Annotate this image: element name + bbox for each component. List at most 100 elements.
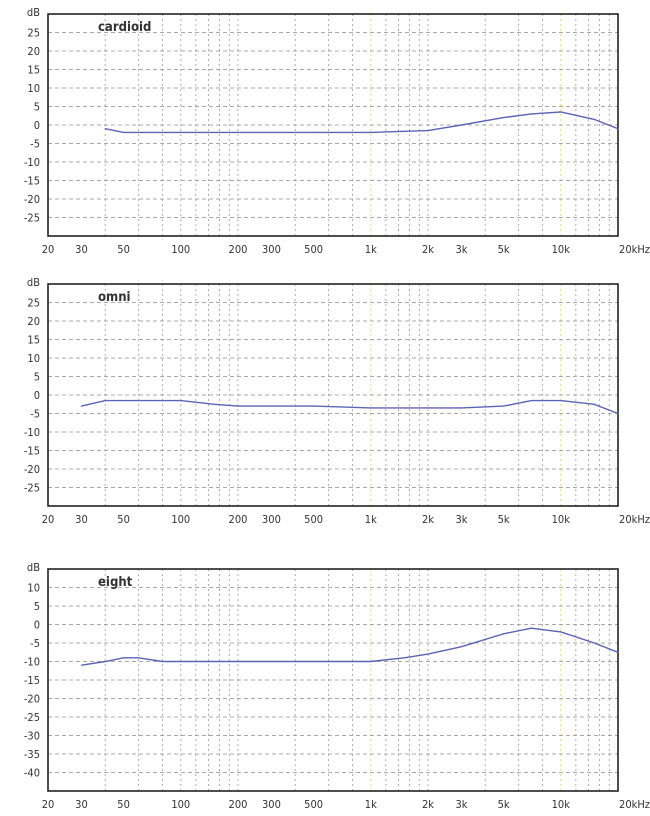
x-tick-label: 20 xyxy=(42,243,55,256)
x-tick-label: 2k xyxy=(422,243,434,256)
data-point xyxy=(313,660,315,663)
y-tick-label: 25 xyxy=(27,297,40,310)
x-tick-label: 50 xyxy=(117,513,130,526)
data-point xyxy=(617,412,619,415)
x-tick-label: 500 xyxy=(304,798,323,811)
data-point xyxy=(104,660,106,663)
data-point xyxy=(560,631,562,633)
x-tick-label: 500 xyxy=(304,513,323,526)
y-tick-label: -5 xyxy=(30,138,40,151)
x-tick-label: 1k xyxy=(365,798,377,811)
y-tick-label: -5 xyxy=(30,637,40,650)
grid xyxy=(47,284,619,506)
x-tick-label: 20kHz xyxy=(619,798,650,811)
data-point xyxy=(161,660,163,663)
y-tick-label: -25 xyxy=(24,711,40,724)
response-points xyxy=(80,399,619,415)
data-point xyxy=(427,407,429,409)
y-tick-label: 20 xyxy=(27,315,40,328)
chart-title: cardioid xyxy=(98,20,151,35)
x-tick-label: 20 xyxy=(42,798,55,811)
grid xyxy=(47,14,619,236)
plot-frame xyxy=(47,568,619,792)
x-tick-label: 2k xyxy=(422,513,434,526)
data-point xyxy=(138,657,140,659)
data-point xyxy=(123,657,125,659)
x-tick-label: 5k xyxy=(498,513,510,526)
chart-title: eight xyxy=(98,575,133,590)
data-point xyxy=(560,111,562,113)
data-point xyxy=(104,128,106,130)
data-point xyxy=(138,399,140,402)
data-point xyxy=(460,124,463,126)
y-tick-label: -10 xyxy=(24,426,40,439)
data-point xyxy=(104,399,106,402)
y-tick-label: 10 xyxy=(27,82,40,95)
y-tick-label: 15 xyxy=(27,334,40,347)
data-point xyxy=(80,664,83,666)
plot-frame xyxy=(47,13,619,237)
data-point xyxy=(503,405,505,407)
x-tick-label: 1k xyxy=(365,243,377,256)
x-tick-label: 100 xyxy=(171,243,190,256)
data-point xyxy=(503,633,505,635)
data-point xyxy=(370,407,372,409)
x-tick-label: 20 xyxy=(42,513,55,526)
y-tick-label: 5 xyxy=(34,101,40,114)
data-point xyxy=(427,129,429,132)
y-tick-label: 10 xyxy=(27,582,40,595)
x-tick-label: 5k xyxy=(498,798,510,811)
data-point xyxy=(460,407,463,409)
data-point xyxy=(593,118,595,121)
data-point xyxy=(530,113,532,115)
chart-title: omni xyxy=(98,290,131,305)
data-point xyxy=(427,653,429,655)
data-point xyxy=(80,405,83,407)
x-tick-label: 100 xyxy=(171,513,190,526)
data-point xyxy=(560,399,562,402)
y-unit-label: dB xyxy=(27,561,40,574)
response-points xyxy=(80,627,619,666)
y-unit-label: dB xyxy=(27,276,40,289)
x-tick-label: 500 xyxy=(304,243,323,256)
y-tick-label: 5 xyxy=(34,600,40,613)
y-tick-label: -15 xyxy=(24,175,40,188)
x-tick-label: 1k xyxy=(365,513,377,526)
y-tick-label: -10 xyxy=(24,656,40,669)
y-tick-label: 0 xyxy=(34,119,40,132)
y-tick-label: 10 xyxy=(27,352,40,365)
grid xyxy=(47,569,619,791)
x-tick-label: 20kHz xyxy=(619,513,650,526)
y-tick-label: -5 xyxy=(30,408,40,421)
x-tick-label: 200 xyxy=(229,798,248,811)
y-unit-label: dB xyxy=(27,6,40,19)
data-point xyxy=(237,660,239,663)
data-point xyxy=(313,405,315,407)
x-tick-label: 30 xyxy=(75,243,88,256)
y-tick-label: 0 xyxy=(34,389,40,402)
data-point xyxy=(593,403,595,405)
data-point xyxy=(123,131,125,133)
x-tick-label: 30 xyxy=(75,798,88,811)
y-tick-label: -10 xyxy=(24,156,40,169)
data-point xyxy=(617,128,619,130)
x-tick-label: 3k xyxy=(455,798,467,811)
data-point xyxy=(460,646,463,648)
x-tick-label: 50 xyxy=(117,243,130,256)
x-tick-label: 300 xyxy=(262,513,281,526)
x-tick-label: 3k xyxy=(455,513,467,526)
y-tick-label: 0 xyxy=(34,619,40,632)
data-point xyxy=(213,403,215,405)
y-tick-label: -40 xyxy=(24,767,40,780)
response-points xyxy=(104,111,619,133)
data-point xyxy=(180,660,182,663)
data-point xyxy=(180,399,182,402)
data-point xyxy=(617,651,619,653)
y-tick-label: 20 xyxy=(27,45,40,58)
x-tick-label: 200 xyxy=(229,513,248,526)
data-point xyxy=(370,131,372,133)
x-tick-label: 300 xyxy=(262,798,281,811)
